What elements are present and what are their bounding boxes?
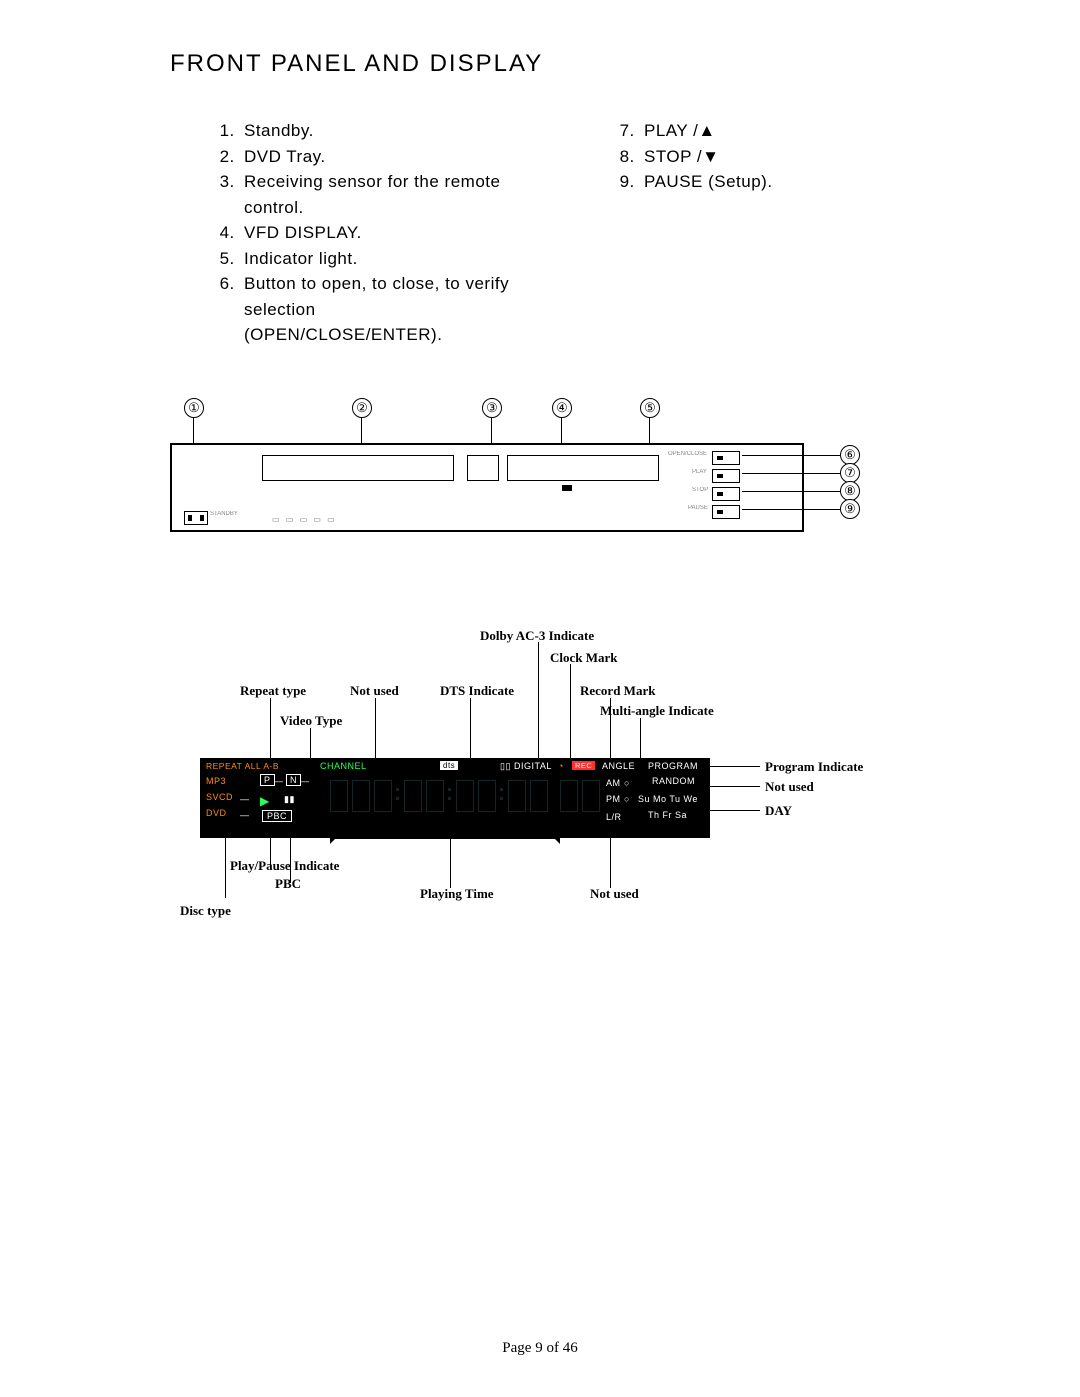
play-button (712, 469, 740, 483)
list-item: Receiving sensor for the remote control. (240, 169, 510, 220)
vfd-days1: Su Mo Tu We (638, 794, 698, 804)
ir-sensor (467, 455, 499, 481)
vfd-play-icon: ▶ (260, 794, 270, 808)
open-close-button (712, 451, 740, 465)
label-multi: Multi-angle Indicate (600, 703, 714, 719)
label-clock: Clock Mark (550, 650, 618, 666)
list-right: PLAY /▲STOP /▼PAUSE (Setup). (570, 118, 910, 195)
callout-5: ⑤ (640, 398, 660, 418)
page-footer: Page 9 of 46 (170, 1340, 910, 1357)
vfd-pm: PM (606, 794, 621, 804)
vfd-pbc: PBC (262, 810, 292, 822)
vfd-dvd: DVD (206, 808, 227, 818)
label-playtime: Playing Time (420, 886, 494, 902)
callout-2: ② (352, 398, 372, 418)
label-notused1: Not used (350, 683, 399, 699)
vfd-mp3: MP3 (206, 776, 226, 786)
vfd-lr: L/R (606, 812, 622, 822)
list-item: Indicator light. (240, 246, 510, 272)
vfd-dolby-icon: ▯▯ (500, 761, 511, 772)
label-notused2: Not used (765, 779, 814, 795)
callout-8: ⑧ (840, 481, 860, 501)
label-program: Program Indicate (765, 759, 863, 775)
vfd-dts: dts (440, 761, 458, 770)
vfd-am: AM (606, 778, 621, 788)
list-item: STOP /▼ (640, 144, 910, 170)
vfd-rec: REC (572, 761, 595, 770)
vfd-diagram: Dolby AC-3 Indicate Clock Mark Repeat ty… (170, 628, 910, 988)
list-item: Standby. (240, 118, 510, 144)
page-title: FRONT PANEL AND DISPLAY (170, 50, 910, 78)
callout-6: ⑥ (840, 445, 860, 465)
vfd-svcd: SVCD (206, 792, 233, 802)
label-playpause: Play/Pause Indicate (230, 858, 339, 874)
stop-button (712, 487, 740, 501)
vfd-dolby: DIGITAL (514, 761, 552, 771)
standby-button (184, 511, 208, 525)
logo-strip: ▭ ▭ ▭ ▭ ▭ (272, 515, 337, 524)
vfd-repeat-text: REPEAT ALL A-B (206, 761, 279, 771)
label-video: Video Type (280, 713, 342, 729)
list-item: PLAY /▲ (640, 118, 910, 144)
callout-7: ⑦ (840, 463, 860, 483)
vfd-program: PROGRAM (648, 761, 698, 771)
vfd-pause-icon: ▮▮ (284, 794, 295, 805)
vfd-clock: ◔ (558, 761, 564, 771)
callout-9: ⑨ (840, 499, 860, 519)
callout-3: ③ (482, 398, 502, 418)
feature-lists: Standby.DVD Tray.Receiving sensor for th… (170, 118, 910, 348)
vfd-random: RANDOM (652, 776, 695, 786)
vfd-days2: Th Fr Sa (648, 810, 687, 820)
callout-1: ① (184, 398, 204, 418)
label-repeat: Repeat type (240, 683, 306, 699)
callout-4: ④ (552, 398, 572, 418)
label-pbc: PBC (275, 876, 301, 892)
vfd-n: N (286, 774, 301, 786)
list-item: Button to open, to close, to verify sele… (240, 271, 510, 348)
pause-button (712, 505, 740, 519)
label-day: DAY (765, 803, 792, 819)
indicator-light (562, 485, 572, 491)
vfd-angle: ANGLE (602, 761, 635, 771)
vfd-p: P (260, 774, 275, 786)
list-item: VFD DISPLAY. (240, 220, 510, 246)
label-notused3: Not used (590, 886, 639, 902)
front-panel-diagram: ① ② ③ ④ ⑤ STANDBY (170, 398, 910, 558)
vfd-window (507, 455, 659, 481)
list-item: DVD Tray. (240, 144, 510, 170)
list-item: PAUSE (Setup). (640, 169, 910, 195)
label-disctype: Disc type (180, 903, 231, 919)
label-dts: DTS Indicate (440, 683, 514, 699)
vfd-display: REPEAT ALL A-B CHANNEL dts ▯▯ DIGITAL ◔ … (200, 758, 710, 838)
label-record: Record Mark (580, 683, 655, 699)
dvd-tray (262, 455, 454, 481)
list-left: Standby.DVD Tray.Receiving sensor for th… (170, 118, 510, 348)
vfd-channel: CHANNEL (320, 761, 367, 771)
front-panel: STANDBY OPEN/CLOSE PLAY STOP PAUSE (170, 443, 804, 532)
